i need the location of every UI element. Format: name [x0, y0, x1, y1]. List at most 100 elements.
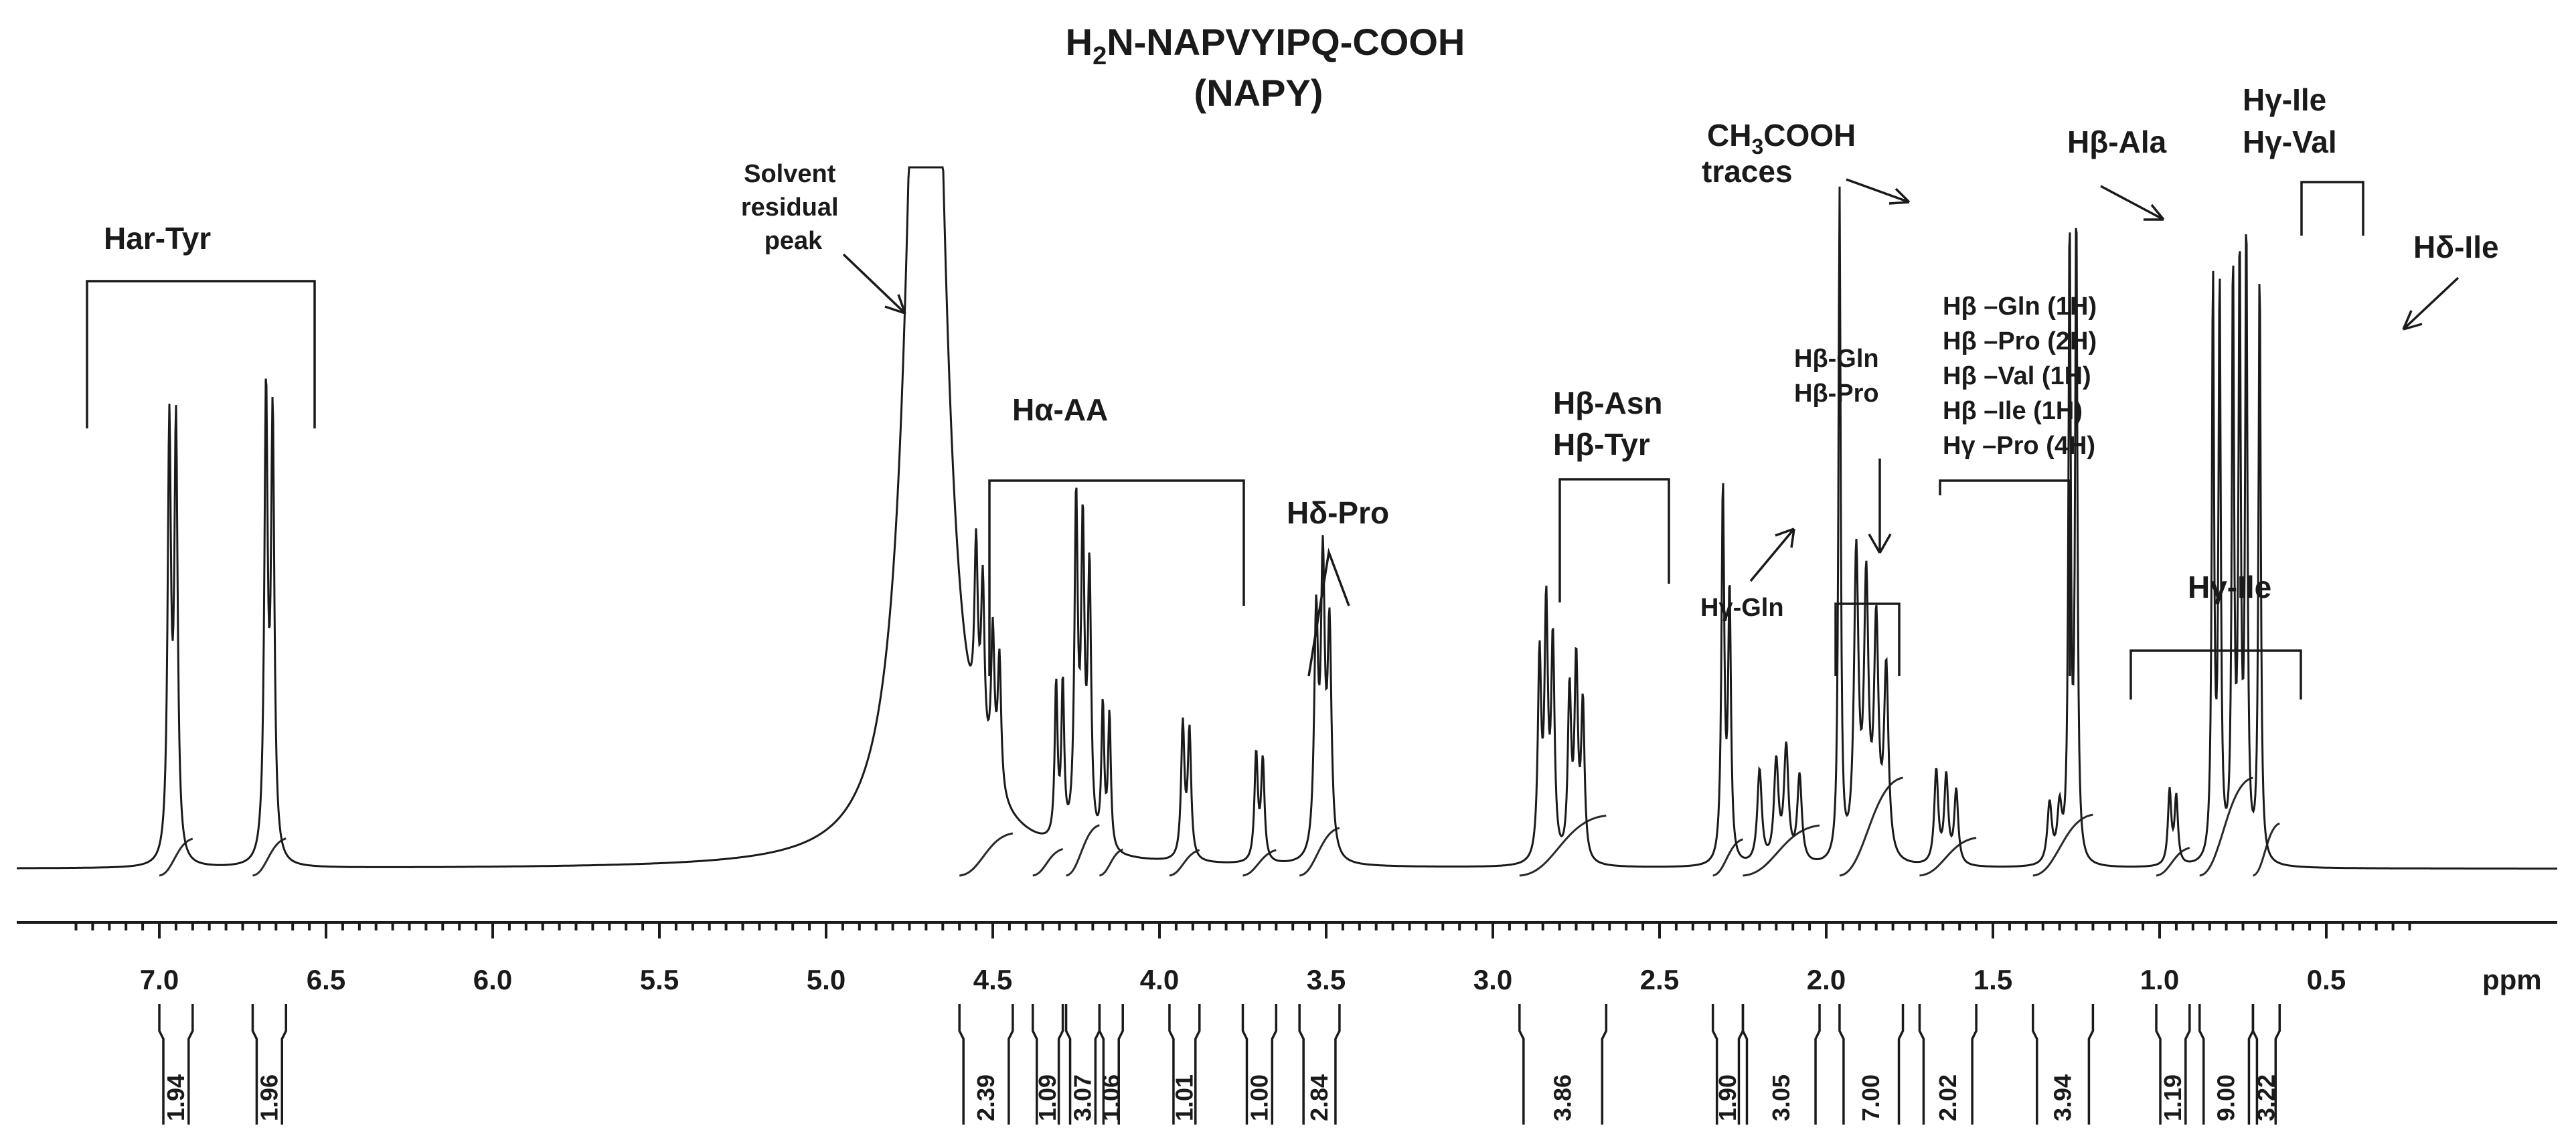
bracket-har-tyr [86, 280, 316, 428]
integral-curve [1032, 847, 1064, 877]
integral-value: 3.07 [1068, 1074, 1096, 1121]
label-hb-pro: Hβ-Pro [1794, 380, 1879, 408]
label-hb-gln: Hβ-Gln [1794, 345, 1879, 373]
label-har-tyr: Har-Tyr [104, 221, 211, 256]
integral-value: 9.00 [2212, 1074, 2240, 1121]
integral-value: 1.06 [1097, 1074, 1125, 1121]
integral-curve [1169, 849, 1200, 877]
integral-curve [959, 832, 1014, 877]
integral-box [2032, 1004, 2095, 1125]
integral-box [1168, 1004, 1201, 1125]
arrow-solvent [842, 253, 906, 315]
lines-hd-pro [1307, 548, 1350, 677]
integral-curve [1066, 824, 1100, 877]
x-axis-unit: ppm [2482, 964, 2542, 995]
integral-value: 1.90 [1714, 1074, 1741, 1121]
integral-curve [1712, 838, 1744, 877]
x-tick-label: 6.5 [307, 964, 345, 995]
integral-box [1241, 1004, 1278, 1125]
bracket-hb-gln-pro [1834, 602, 1901, 676]
integral-box [2251, 1004, 2281, 1125]
bracket-hb-asn-tyr [1558, 478, 1670, 602]
integral-curve [2199, 776, 2253, 877]
x-tick-label: 2.5 [1640, 964, 1679, 995]
label-traces: traces [1702, 154, 1793, 189]
bracket-ha-aa [988, 479, 1245, 676]
integral-curve [1242, 849, 1277, 877]
integral-boxes: 1.94 1.96 2.39 1.09 3.07 1.06 1.01 1.00 2.84 3.86… [158, 1004, 2281, 1125]
integral-value: 1.94 [162, 1074, 189, 1121]
integral-curve [1099, 848, 1123, 877]
integral-curve [1299, 827, 1340, 877]
arrow-hg-gln [1749, 527, 1795, 582]
x-tick-label: 5.5 [640, 964, 679, 995]
bracket-hg-ile-mid [2129, 649, 2302, 700]
label-hg-ile-top: Hγ-Ile [2243, 82, 2326, 117]
integral-value: 7.00 [1857, 1074, 1884, 1121]
bracket-multi [1939, 479, 2071, 676]
label-hg-gln: Hγ-Gln [1700, 594, 1784, 622]
integral-curve [2156, 847, 2190, 877]
arrow-hb-gln-pro [1868, 459, 1892, 554]
integral-value: 3.22 [2252, 1074, 2279, 1121]
integral-value: 3.94 [2049, 1074, 2077, 1121]
arrow-hb-ala [2100, 185, 2165, 221]
x-tick-label: 1.5 [1974, 964, 2012, 995]
x-tick-label: 4.5 [973, 964, 1012, 995]
label-solvent: Solvent residual peak [741, 160, 846, 255]
x-tick-label: 1.0 [2140, 964, 2179, 995]
x-tick-label: 2.0 [1807, 964, 1846, 995]
label-multi-assignment: Hβ –Gln (1H) Hβ –Pro (2H) Hβ –Val (1H) H… [1943, 293, 2104, 460]
integral-value: 1.00 [1245, 1074, 1273, 1121]
integral-value: 3.86 [1549, 1074, 1577, 1121]
integral-value: 1.01 [1170, 1074, 1198, 1121]
chart-title: H2N-NAPVYIPQ-COOH [1066, 21, 1465, 70]
integral-box [1741, 1004, 1821, 1125]
x-tick-label: 3.5 [1307, 964, 1346, 995]
arrow-ch3cooh [1846, 178, 1911, 205]
integral-box [1032, 1004, 1064, 1125]
integral-curves [159, 776, 2281, 877]
bracket-hg-ile-val [2300, 181, 2364, 236]
integral-value: 2.39 [972, 1074, 999, 1121]
x-tick-label: 3.0 [1473, 964, 1512, 995]
integral-box [2155, 1004, 2191, 1125]
label-hd-pro: Hδ-Pro [1287, 495, 1389, 530]
label-ha-aa: Hα-AA [1012, 392, 1108, 427]
label-ch3cooh: CH3COOH [1707, 118, 1856, 159]
integral-value: 2.84 [1305, 1074, 1333, 1121]
label-hb-asn: Hβ-Asn [1553, 386, 1663, 420]
label-hb-ala: Hβ-Ala [2067, 125, 2167, 159]
x-tick-label: 6.0 [473, 964, 512, 995]
integral-value: 1.96 [255, 1074, 283, 1121]
integral-curve [252, 837, 287, 877]
label-hb-tyr: Hβ-Tyr [1553, 427, 1650, 462]
label-hd-ile: Hδ-Ile [2413, 230, 2499, 264]
integral-curve [2032, 813, 2093, 877]
integral-curve [159, 837, 193, 877]
integral-value: 1.09 [1034, 1074, 1061, 1121]
integral-curve [1519, 815, 1607, 877]
integral-curve [2252, 822, 2281, 877]
x-tick-label: 0.5 [2307, 964, 2346, 995]
x-tick-label: 7.0 [140, 964, 179, 995]
chart-subtitle: (NAPY) [1194, 72, 1323, 114]
x-tick-label: 4.0 [1140, 964, 1179, 995]
integral-box [158, 1004, 194, 1125]
integral-curve [1919, 837, 1977, 877]
integral-box [1298, 1004, 1341, 1125]
integral-box [1098, 1004, 1124, 1125]
integral-curve [1839, 776, 1903, 877]
integral-value: 3.05 [1767, 1074, 1795, 1121]
x-tick-label: 5.0 [807, 964, 846, 995]
label-hg-val: Hγ-Val [2243, 125, 2337, 159]
integral-box [1518, 1004, 1608, 1125]
integral-box [958, 1004, 1014, 1125]
integral-curve [1743, 824, 1820, 877]
integral-value: 1.19 [2159, 1074, 2186, 1121]
integral-box [1838, 1004, 1905, 1125]
integral-value: 2.02 [1934, 1074, 1961, 1121]
integral-box [1918, 1004, 1978, 1125]
x-axis-ticks: 7.0 6.5 6.0 5.5 5.0 4.5 4.0 3.5 3.0 2.5 2.0 1.5 1.0 0… [74, 922, 2411, 995]
